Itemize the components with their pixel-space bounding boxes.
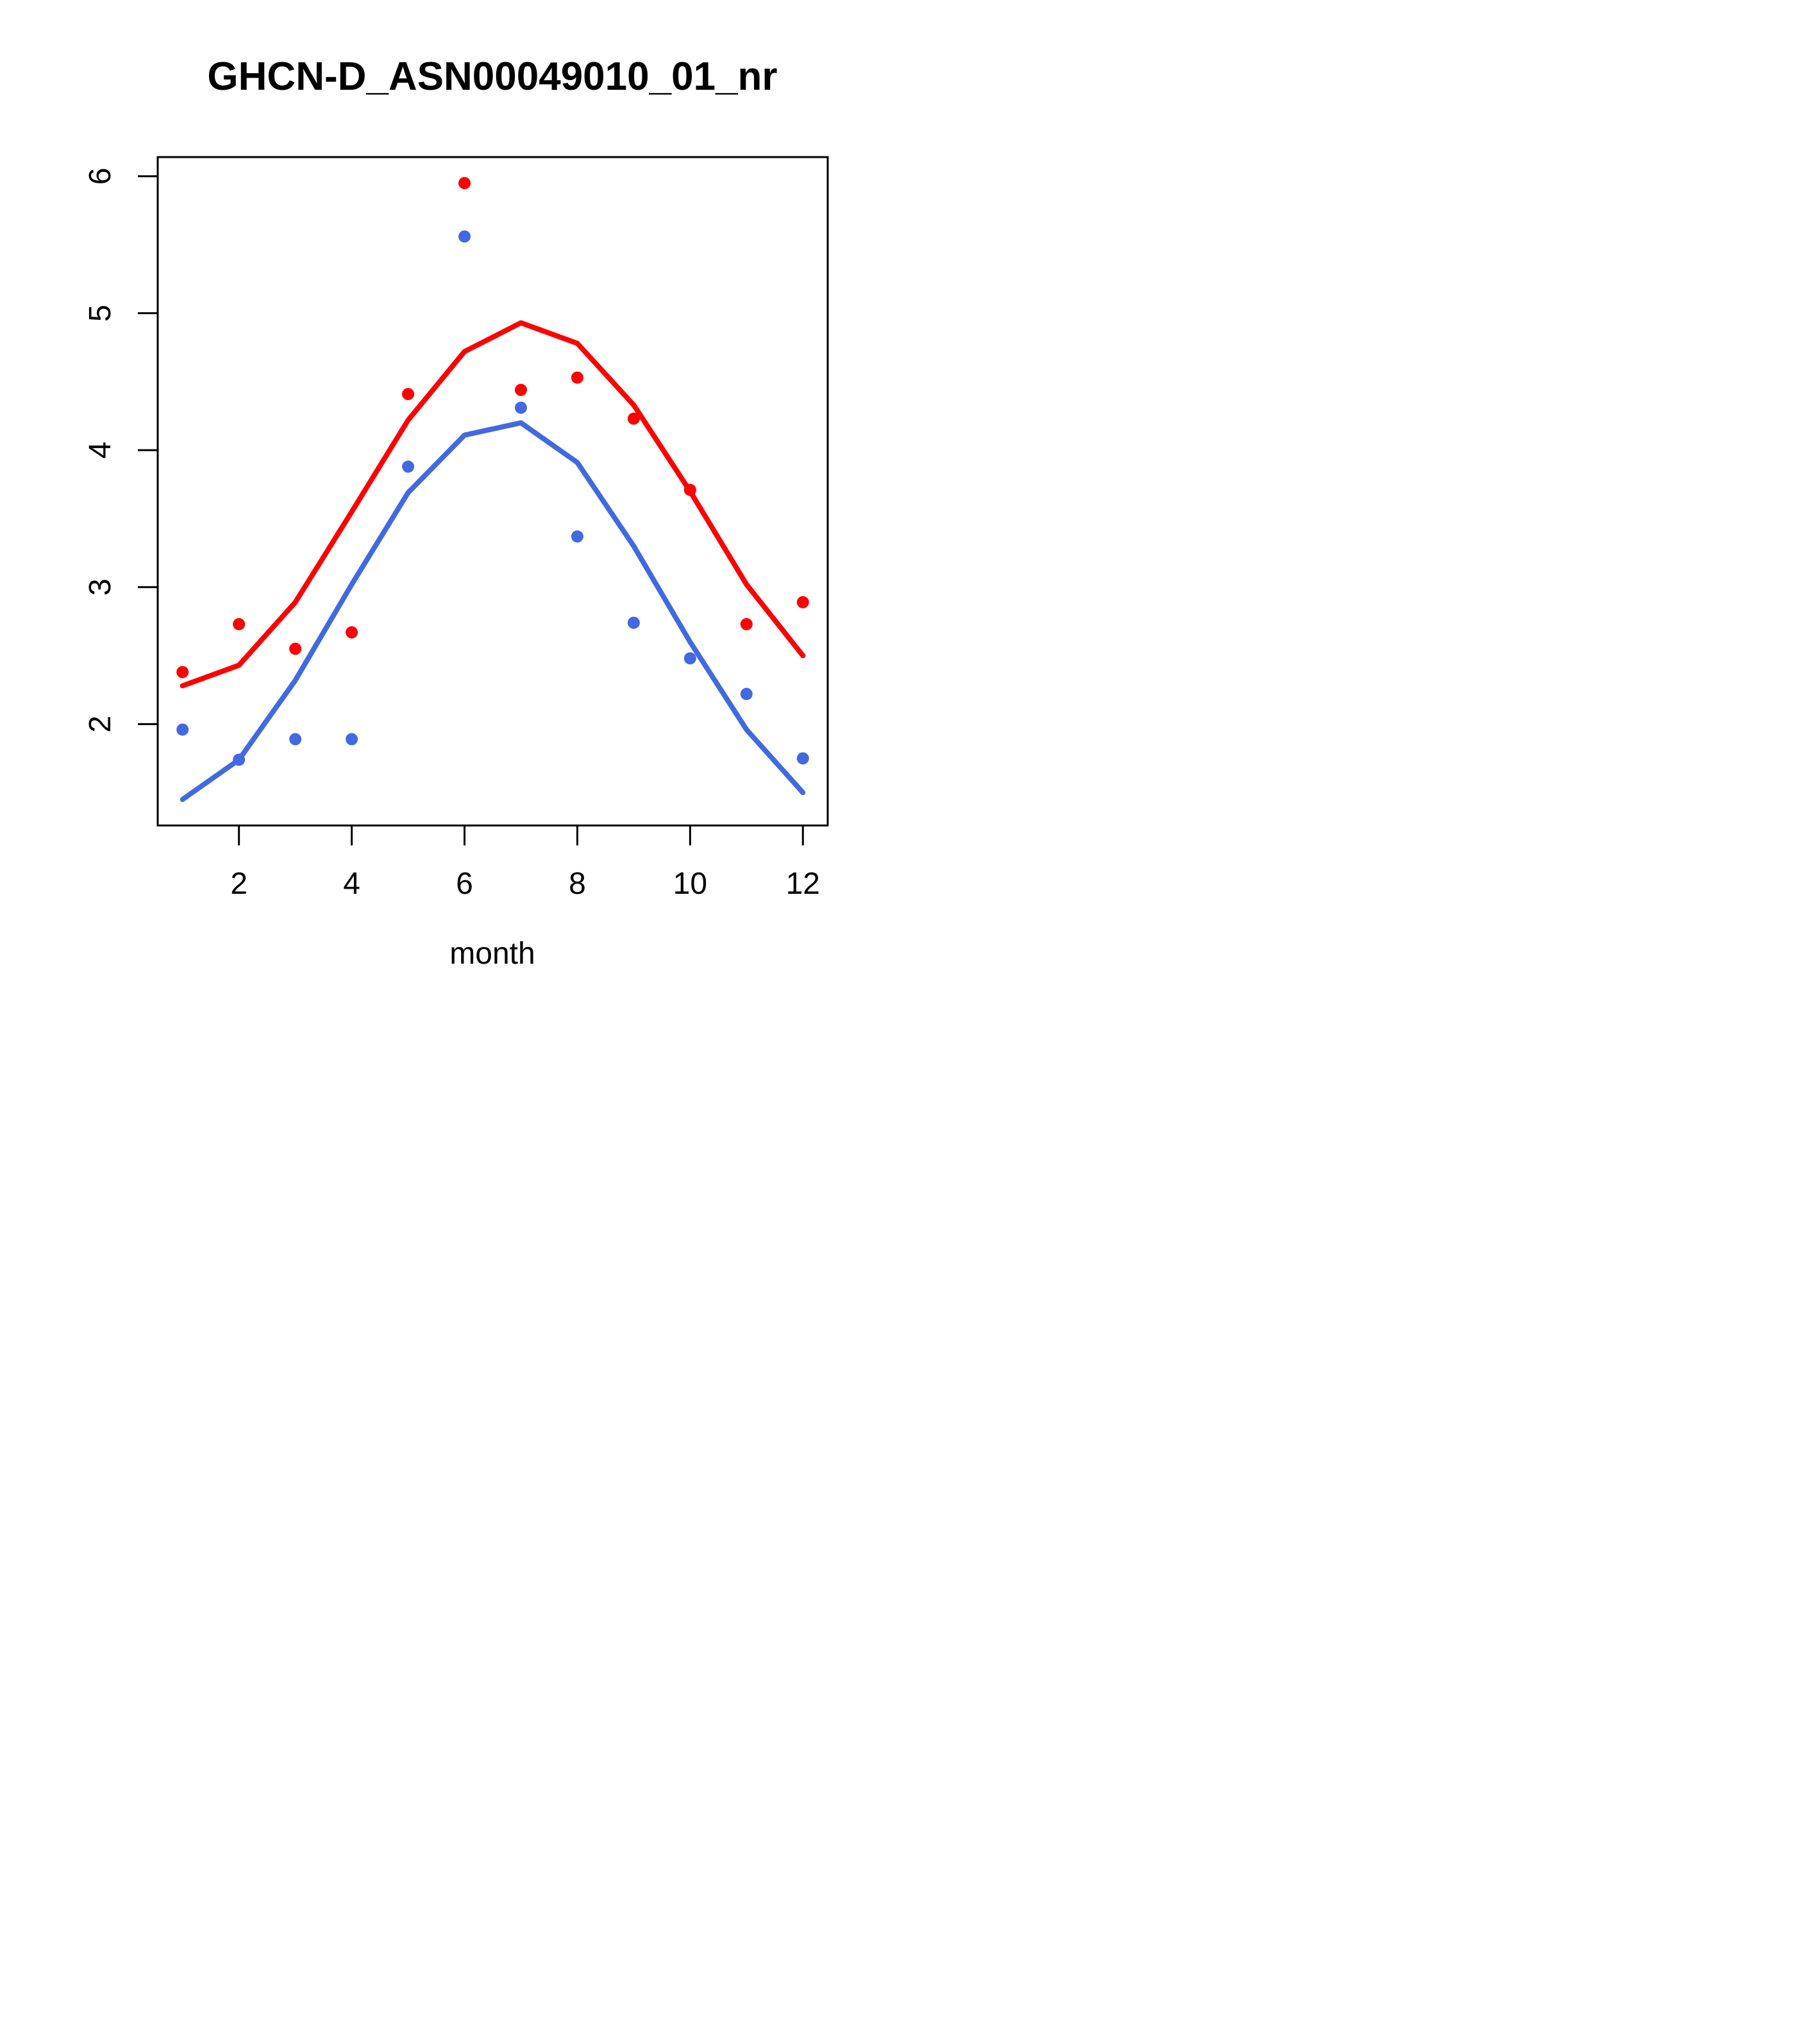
blue-point	[289, 733, 302, 746]
y-tick-label: 5	[83, 305, 117, 322]
y-tick-label: 6	[83, 168, 117, 185]
blue-point	[627, 616, 640, 629]
blue-point	[402, 460, 415, 473]
blue-point	[740, 687, 753, 700]
blue-point	[683, 652, 696, 665]
blue-point	[571, 530, 583, 543]
x-tick-label: 10	[673, 867, 707, 901]
red-point	[289, 642, 302, 655]
blue-point	[346, 733, 358, 746]
chart-background	[0, 0, 908, 1022]
chart-title: GHCN-D_ASN00049010_01_nr	[207, 54, 777, 99]
blue-point	[458, 230, 471, 243]
red-point	[514, 383, 527, 396]
red-point	[796, 596, 809, 608]
red-point	[346, 626, 358, 639]
series-points	[176, 177, 809, 766]
red-point	[683, 483, 696, 496]
y-axis-ticks: 2 3 4 5 6	[83, 168, 158, 733]
red-point	[571, 371, 583, 384]
y-tick-label: 2	[83, 716, 117, 733]
x-tick-label: 6	[456, 867, 473, 901]
y-tick-label: 4	[83, 442, 117, 459]
blue-point	[176, 723, 189, 736]
series-lines	[180, 320, 806, 802]
red-line-series	[180, 320, 806, 689]
x-axis-ticks: 2 4 6 8 10 12	[230, 825, 820, 901]
plot-box	[156, 156, 829, 826]
red-point	[740, 617, 753, 630]
x-axis-label: month	[449, 937, 535, 971]
y-tick-label: 3	[83, 578, 117, 596]
x-tick-label: 4	[343, 867, 360, 901]
x-tick-label: 12	[786, 867, 820, 901]
blue-line-series	[180, 420, 806, 802]
x-tick-label: 2	[230, 867, 247, 901]
red-point	[176, 666, 189, 678]
blue-point	[514, 401, 527, 414]
red-point	[233, 617, 246, 630]
x-tick-label: 8	[569, 867, 586, 901]
blue-point	[796, 752, 809, 765]
blue-point	[233, 753, 246, 766]
red-point	[627, 412, 640, 425]
red-point	[458, 177, 471, 190]
red-point	[402, 388, 415, 401]
